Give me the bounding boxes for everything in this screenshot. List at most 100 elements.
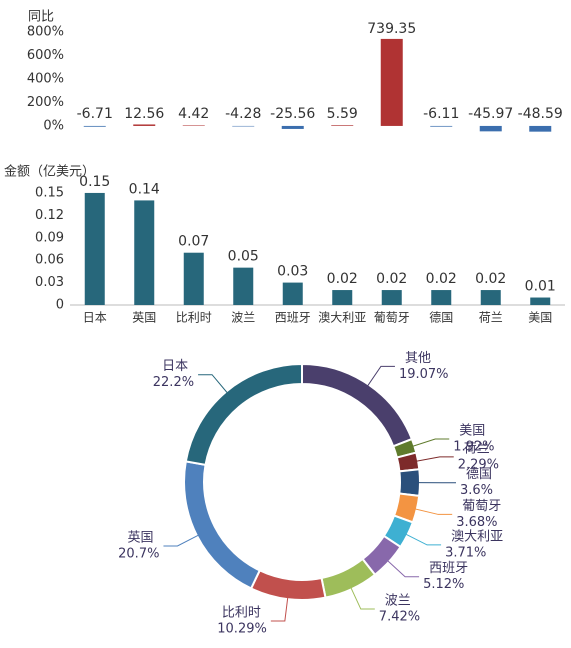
value-label: 0.02: [376, 271, 407, 287]
slice-value: 3.71%: [445, 545, 486, 560]
y-tick-label: 0.15: [35, 185, 64, 200]
slice-value: 22.2%: [153, 375, 194, 390]
value-label: 0.01: [525, 279, 556, 295]
value-label: 739.35: [367, 21, 416, 37]
bar: [182, 125, 205, 126]
x-tick-label: 比利时: [176, 311, 212, 325]
chart-title: 同比: [28, 10, 54, 25]
leader-line: [349, 585, 375, 610]
value-label: 0.03: [277, 264, 308, 280]
y-tick-label: 0%: [43, 118, 64, 133]
value-label: 0.07: [178, 234, 209, 250]
slice-label: 波兰: [385, 594, 411, 609]
donut-slice: [184, 362, 303, 467]
x-tick-label: 澳大利亚: [318, 311, 366, 325]
x-tick-label: 西班牙: [275, 311, 311, 325]
bar: [133, 124, 156, 126]
value-label: -45.97: [468, 106, 513, 122]
y-tick-label: 200%: [27, 95, 64, 110]
x-tick-label: 英国: [132, 311, 156, 325]
leader-line: [385, 558, 420, 578]
value-label: -6.71: [77, 106, 113, 122]
x-tick-label: 德国: [429, 310, 453, 325]
bar: [480, 290, 501, 305]
bar: [183, 252, 204, 305]
chart-title: 金额（亿美元）: [4, 164, 95, 180]
slice-label: 美国: [459, 423, 485, 438]
slice-label: 英国: [127, 530, 153, 545]
y-tick-label: 0.09: [35, 230, 64, 245]
value-label: 0.14: [129, 181, 160, 197]
bar: [431, 290, 452, 305]
value-label: 5.59: [327, 106, 358, 122]
y-tick-label: 800%: [27, 24, 64, 39]
value-label: -4.28: [225, 106, 261, 122]
slice-label: 日本: [162, 359, 188, 374]
value-label: 12.56: [124, 106, 164, 122]
bar: [83, 125, 106, 127]
value-label: 0.02: [475, 271, 506, 287]
bar: [331, 125, 354, 126]
x-tick-label: 荷兰: [479, 311, 503, 325]
donut-slice: [320, 557, 377, 599]
bar: [479, 125, 502, 132]
bar: [381, 290, 402, 305]
x-tick-label: 葡萄牙: [374, 311, 410, 325]
bar: [232, 125, 255, 127]
y-tick-label: 0.03: [35, 275, 64, 290]
value-label: 0.02: [426, 271, 457, 287]
bar: [282, 282, 303, 305]
slice-label: 西班牙: [429, 561, 468, 576]
x-tick-label: 美国: [528, 311, 552, 325]
leader-line: [412, 507, 453, 515]
leader-line: [403, 532, 442, 546]
slice-label: 葡萄牙: [462, 499, 501, 514]
slice-value: 10.29%: [217, 621, 267, 636]
value-label: -25.56: [270, 106, 315, 122]
bar: [430, 125, 453, 127]
bar: [233, 267, 254, 305]
slice-value: 5.12%: [423, 577, 464, 592]
bar: [84, 192, 105, 305]
leader-line: [410, 438, 450, 448]
value-label: 0.02: [327, 271, 358, 287]
slice-label: 德国: [466, 467, 492, 482]
x-tick-label: 日本: [83, 311, 107, 325]
y-tick-label: 600%: [27, 48, 64, 63]
y-tick-label: 400%: [27, 71, 64, 86]
slice-label: 澳大利亚: [451, 528, 503, 544]
value-label: 0.15: [79, 174, 110, 190]
x-tick-label: 波兰: [231, 311, 255, 325]
donut-slice: [183, 460, 262, 590]
slice-value: 3.6%: [460, 483, 493, 498]
y-tick-label: 0.06: [35, 253, 64, 268]
slice-value: 7.42%: [379, 610, 420, 625]
bar: [332, 290, 353, 305]
slice-value: 3.68%: [456, 515, 497, 530]
slice-value: 20.7%: [118, 546, 159, 561]
value-label: 0.05: [228, 249, 259, 265]
y-tick-label: 0.12: [35, 208, 64, 223]
value-label: -48.59: [518, 106, 563, 122]
value-label: -6.11: [423, 106, 459, 122]
slice-label: 荷兰: [464, 441, 490, 456]
bar: [530, 297, 551, 305]
leader-line: [414, 456, 454, 463]
slice-label: 其他: [405, 351, 431, 366]
value-label: 4.42: [178, 106, 209, 122]
y-tick-label: 0: [56, 298, 64, 313]
bar: [134, 200, 155, 305]
slice-value: 19.07%: [399, 367, 449, 382]
slice-value: 2.29%: [458, 457, 499, 472]
leader-line: [163, 533, 201, 547]
leader-line: [270, 595, 289, 622]
donut-slice: [301, 362, 414, 448]
bar: [380, 38, 403, 126]
slice-value: 1.92%: [453, 439, 494, 454]
slice-label: 比利时: [222, 605, 261, 620]
leader-line: [365, 365, 395, 389]
bar: [529, 125, 552, 132]
leader-line: [198, 374, 230, 395]
bar: [281, 125, 304, 129]
